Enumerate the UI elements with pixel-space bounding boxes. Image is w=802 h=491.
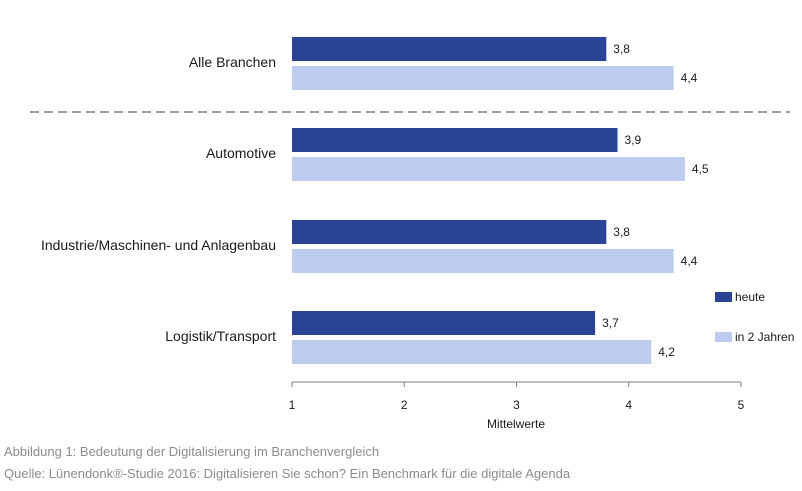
bar-chart: Alle Branchen Automotive Industrie/Maschin… bbox=[30, 37, 794, 431]
legend-label: heute bbox=[735, 290, 765, 304]
legend-swatch-heute bbox=[715, 292, 732, 302]
category-label: Industrie/Maschinen- und Anlagenbau bbox=[41, 237, 276, 253]
source-note: Quelle: Lünendonk®-Studie 2016: Digitali… bbox=[4, 466, 571, 481]
bar-in-2-jahren bbox=[292, 249, 674, 273]
bar-heute bbox=[292, 37, 607, 61]
bar-value-label: 4,5 bbox=[692, 162, 709, 176]
bar-value-label: 3,8 bbox=[613, 42, 630, 56]
bar-in-2-jahren bbox=[292, 66, 674, 90]
category-label: Automotive bbox=[206, 145, 276, 161]
bar-value-label: 3,8 bbox=[613, 225, 630, 239]
x-axis-title: Mittelwerte bbox=[487, 417, 545, 431]
bar-in-2-jahren bbox=[292, 340, 652, 364]
bar-value-label: 4,2 bbox=[658, 345, 675, 359]
bar-value-label: 4,4 bbox=[681, 71, 698, 85]
category-label: Logistik/Transport bbox=[165, 328, 276, 344]
x-tick-label: 5 bbox=[738, 398, 745, 412]
legend-swatch-in-2-jahren bbox=[715, 332, 732, 342]
bar-heute bbox=[292, 220, 607, 244]
x-tick-label: 4 bbox=[625, 398, 632, 412]
bar-value-label: 4,4 bbox=[681, 254, 698, 268]
bar-heute bbox=[292, 128, 618, 152]
x-tick-label: 1 bbox=[289, 398, 296, 412]
legend-label: in 2 Jahren bbox=[735, 330, 794, 344]
bar-value-label: 3,9 bbox=[625, 133, 642, 147]
x-tick-label: 2 bbox=[401, 398, 408, 412]
figure-caption: Abbildung 1: Bedeutung der Digitalisieru… bbox=[4, 444, 380, 459]
category-label: Alle Branchen bbox=[189, 54, 276, 70]
x-tick-label: 3 bbox=[513, 398, 520, 412]
bar-heute bbox=[292, 311, 596, 335]
bar-value-label: 3,7 bbox=[602, 316, 619, 330]
bar-in-2-jahren bbox=[292, 157, 685, 181]
